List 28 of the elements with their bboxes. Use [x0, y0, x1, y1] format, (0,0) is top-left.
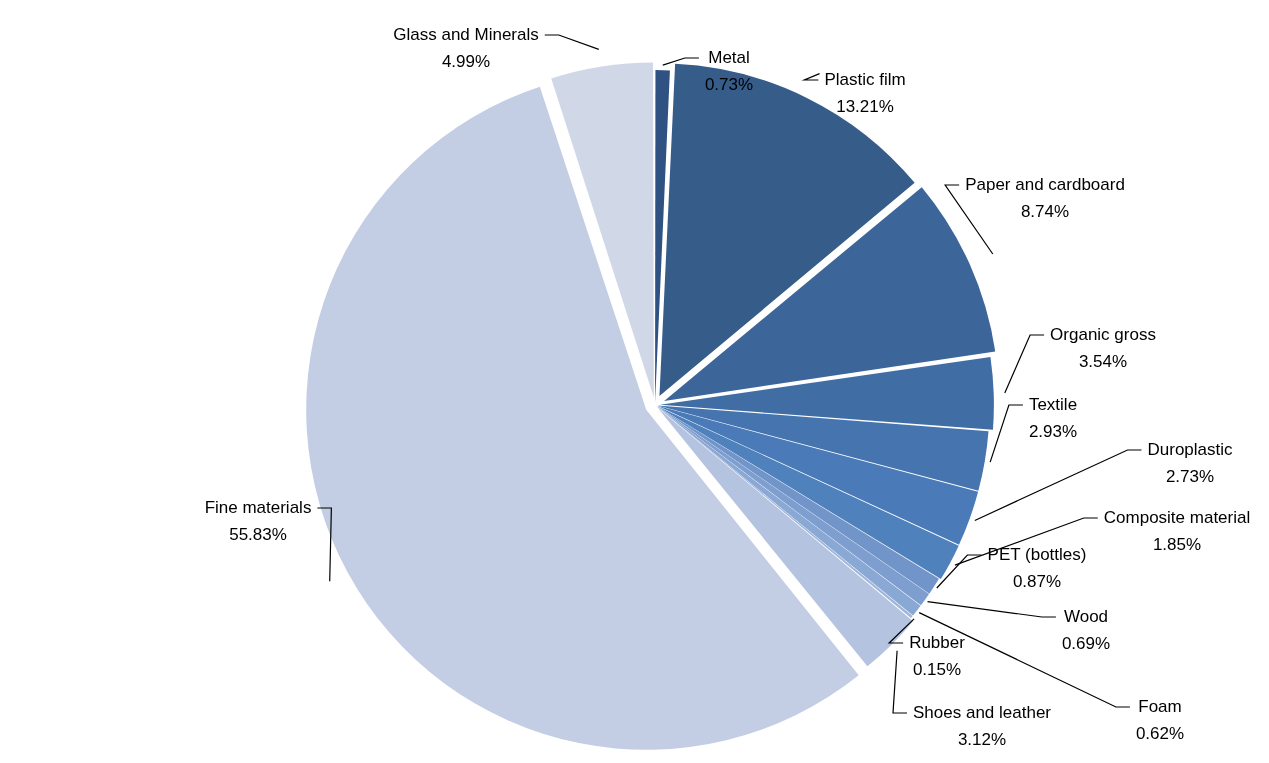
data-label: 0.69% — [1061, 633, 1111, 653]
slice-label: Plastic film — [824, 69, 906, 89]
slice-label: Fine materials — [204, 497, 312, 517]
slice-label: Glass and Minerals — [393, 24, 539, 44]
data-label: 4.99% — [441, 51, 491, 71]
slice-label: Paper and cardboard — [965, 174, 1125, 194]
data-label: 3.12% — [957, 729, 1007, 749]
data-label: 3.54% — [1078, 351, 1128, 371]
data-label: 0.73% — [704, 74, 754, 94]
slice-label: Organic gross — [1050, 324, 1156, 344]
data-label: 2.73% — [1165, 466, 1215, 486]
slice-label: Textile — [1028, 394, 1078, 414]
slice-label: Metal — [708, 47, 750, 67]
data-label: 1.85% — [1152, 534, 1202, 554]
data-label: 2.93% — [1028, 421, 1078, 441]
slice-label: Rubber — [909, 632, 966, 652]
slice-label: Wood — [1063, 606, 1109, 626]
data-label: 55.83% — [229, 524, 287, 544]
data-label: 8.74% — [1020, 201, 1070, 221]
slice-label: Composite material — [1103, 507, 1251, 527]
data-label: 0.87% — [1012, 571, 1062, 591]
slice-label: PET (bottles) — [987, 544, 1087, 564]
data-label: 0.15% — [912, 659, 962, 679]
slice-label: Duroplastic — [1147, 439, 1234, 459]
data-label: 13.21% — [836, 96, 894, 116]
slice-label: Foam — [1138, 696, 1182, 716]
data-label: 0.62% — [1135, 723, 1185, 743]
slice-label: Shoes and leather — [913, 702, 1052, 722]
